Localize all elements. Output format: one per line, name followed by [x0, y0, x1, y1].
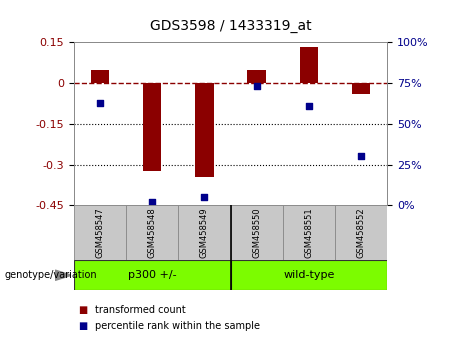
Text: GSM458549: GSM458549 [200, 207, 209, 258]
Bar [300, 46, 318, 83]
Text: wild-type: wild-type [283, 270, 335, 280]
Bar [143, 83, 161, 171]
Text: p300 +/-: p300 +/- [128, 270, 177, 280]
Text: GSM458552: GSM458552 [357, 207, 366, 258]
Point [305, 103, 313, 109]
Point [96, 100, 104, 105]
Point [253, 84, 260, 89]
Text: transformed count: transformed count [95, 305, 185, 315]
Bar [74, 205, 126, 260]
Text: ■: ■ [78, 305, 88, 315]
Polygon shape [55, 270, 71, 280]
Text: GSM458551: GSM458551 [304, 207, 313, 258]
Point [201, 194, 208, 200]
Text: genotype/variation: genotype/variation [5, 270, 97, 280]
Bar [195, 83, 213, 177]
Point [148, 199, 156, 205]
Text: GSM458548: GSM458548 [148, 207, 157, 258]
Bar [126, 205, 178, 260]
Bar [74, 260, 230, 290]
Text: GSM458550: GSM458550 [252, 207, 261, 258]
Bar [335, 205, 387, 260]
Bar [248, 70, 266, 83]
Bar [178, 205, 230, 260]
Text: ■: ■ [78, 321, 88, 331]
Text: GSM458547: GSM458547 [95, 207, 104, 258]
Bar [230, 205, 283, 260]
Point [357, 154, 365, 159]
Text: percentile rank within the sample: percentile rank within the sample [95, 321, 260, 331]
Text: GDS3598 / 1433319_at: GDS3598 / 1433319_at [150, 19, 311, 34]
Bar [91, 70, 109, 83]
Bar [352, 83, 370, 94]
Bar [230, 260, 387, 290]
Bar [283, 205, 335, 260]
